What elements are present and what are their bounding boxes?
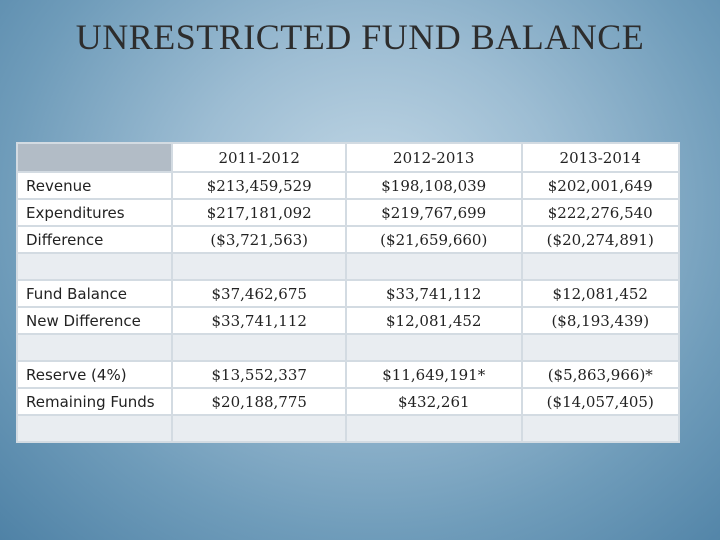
table-row-difference: Difference ($3,721,563) ($21,659,660) ($… [15,225,680,254]
row-label: Remaining Funds [15,387,174,416]
table-cell-negative: ($8,193,439) [520,306,680,335]
empty-cell [171,414,347,443]
empty-cell [15,333,174,362]
slide-title: UNRESTRICTED FUND BALANCE [75,17,645,57]
empty-cell [520,252,680,281]
table-row-remaining-funds: Remaining Funds $20,188,775 $432,261 ($1… [15,387,680,416]
empty-cell [344,333,523,362]
empty-cell [344,252,523,281]
table-cell: $33,741,112 [344,279,523,308]
table-cell: $12,081,452 [344,306,523,335]
row-label: New Difference [15,306,174,335]
table-cell: $12,081,452 [520,279,680,308]
table-cell: $33,741,112 [171,306,347,335]
empty-cell [171,252,347,281]
table-spacer-row [15,252,680,281]
table-cell: $222,276,540 [520,198,680,227]
empty-cell [520,333,680,362]
table-row-reserve: Reserve (4%) $13,552,337 $11,649,191* ($… [15,360,680,389]
table-cell: $219,767,699 [344,198,523,227]
table-cell-negative: ($14,057,405) [520,387,680,416]
table-cell: $13,552,337 [171,360,347,389]
empty-cell [15,252,174,281]
table-cell: $20,188,775 [171,387,347,416]
table-spacer-row [15,414,680,443]
table-cell-negative: ($3,721,563) [171,225,347,254]
row-label: Expenditures [15,198,174,227]
table-cell: $37,462,675 [171,279,347,308]
row-label: Revenue [15,171,174,200]
table-cell: $202,001,649 [520,171,680,200]
row-label: Reserve (4%) [15,360,174,389]
table-cell: $198,108,039 [344,171,523,200]
column-header: 2011-2012 [171,142,347,173]
empty-cell [520,414,680,443]
header-corner-cell [15,142,174,173]
table-cell: $432,261 [344,387,523,416]
table-row-expenditures: Expenditures $217,181,092 $219,767,699 $… [15,198,680,227]
table-cell: $217,181,092 [171,198,347,227]
row-label: Difference [15,225,174,254]
table-cell: $11,649,191* [344,360,523,389]
table-row-revenue: Revenue $213,459,529 $198,108,039 $202,0… [15,171,680,200]
table-spacer-row [15,333,680,362]
table-header-row: 2011-2012 2012-2013 2013-2014 [15,142,680,173]
table-cell: $213,459,529 [171,171,347,200]
table-row-new-difference: New Difference $33,741,112 $12,081,452 (… [15,306,680,335]
table-row-fund-balance: Fund Balance $37,462,675 $33,741,112 $12… [15,279,680,308]
table-cell-negative: ($5,863,966)* [520,360,680,389]
empty-cell [344,414,523,443]
table-cell-negative: ($21,659,660) [344,225,523,254]
empty-cell [15,414,174,443]
column-header: 2013-2014 [520,142,680,173]
row-label: Fund Balance [15,279,174,308]
empty-cell [171,333,347,362]
column-header: 2012-2013 [344,142,523,173]
table-cell-negative: ($20,274,891) [520,225,680,254]
fund-balance-table: 2011-2012 2012-2013 2013-2014 Revenue $2… [15,142,680,443]
